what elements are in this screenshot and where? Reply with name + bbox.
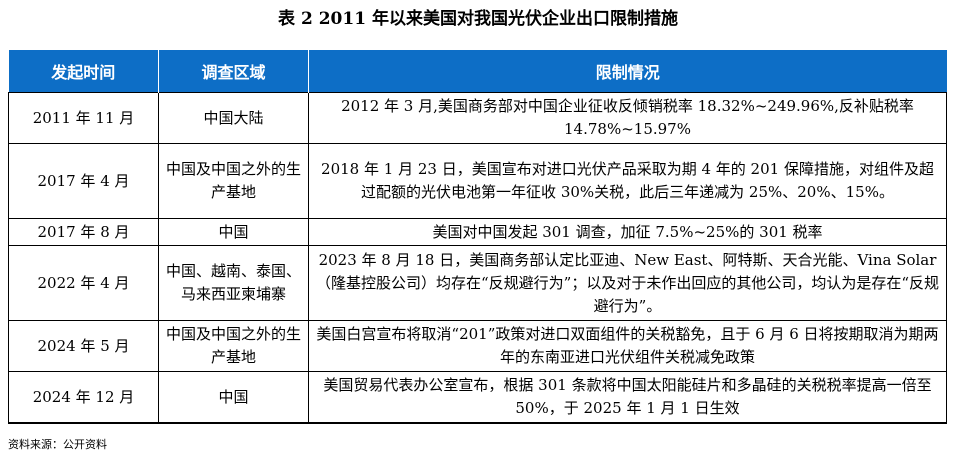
cell-region: 中国大陆	[158, 92, 309, 144]
cell-detail: 美国贸易代表办公室宣布，根据 301 条款将中国太阳能硅片和多晶硅的关税税率提高…	[308, 371, 947, 424]
cell-time: 2022 年 4 月	[8, 245, 159, 321]
cell-region: 中国	[158, 371, 309, 424]
table-row: 2017 年 8 月 中国 美国对中国发起 301 调查，加征 7.5%~25%…	[8, 218, 947, 246]
header-time: 发起时间	[8, 50, 159, 93]
table-row: 2022 年 4 月 中国、越南、泰国、马来西亚柬埔寨 2023 年 8 月 1…	[8, 245, 947, 321]
export-restrictions-table: 发起时间 调查区域 限制情况 2011 年 11 月 中国大陆 2012 年 3…	[8, 50, 947, 424]
cell-region: 中国、越南、泰国、马来西亚柬埔寨	[158, 245, 309, 321]
cell-time: 2024 年 12 月	[8, 371, 159, 424]
cell-detail: 2012 年 3 月,美国商务部对中国企业征收反倾销税率 18.32%~249.…	[308, 92, 947, 144]
table-row: 2024 年 12 月 中国 美国贸易代表办公室宣布，根据 301 条款将中国太…	[8, 371, 947, 424]
cell-time: 2024 年 5 月	[8, 320, 159, 372]
cell-detail: 美国白宫宣布将取消“201”政策对进口双面组件的关税豁免，且于 6 月 6 日将…	[308, 320, 947, 372]
source-note: 资料来源：公开资料	[8, 438, 107, 451]
table-title: 表 2 2011 年以来美国对我国光伏企业出口限制措施	[278, 9, 678, 29]
cell-region: 中国及中国之外的生产基地	[158, 320, 309, 372]
cell-time: 2017 年 4 月	[8, 143, 159, 219]
cell-time: 2017 年 8 月	[8, 218, 159, 246]
cell-detail: 2018 年 1 月 23 日，美国宣布对进口光伏产品采取为期 4 年的 201…	[308, 143, 947, 219]
table-row: 2024 年 5 月 中国及中国之外的生产基地 美国白宫宣布将取消“201”政策…	[8, 320, 947, 372]
cell-region: 中国	[158, 218, 309, 246]
cell-region: 中国及中国之外的生产基地	[158, 143, 309, 219]
header-region: 调查区域	[158, 50, 309, 93]
cell-detail: 2023 年 8 月 18 日，美国商务部认定比亚迪、New East、阿特斯、…	[308, 245, 947, 321]
header-detail: 限制情况	[308, 50, 947, 93]
cell-time: 2011 年 11 月	[8, 92, 159, 144]
table-row: 2011 年 11 月 中国大陆 2012 年 3 月,美国商务部对中国企业征收…	[8, 92, 947, 144]
cell-detail: 美国对中国发起 301 调查，加征 7.5%~25%的 301 税率	[308, 218, 947, 246]
table-header-row: 发起时间 调查区域 限制情况	[8, 50, 947, 93]
table-row: 2017 年 4 月 中国及中国之外的生产基地 2018 年 1 月 23 日，…	[8, 143, 947, 219]
